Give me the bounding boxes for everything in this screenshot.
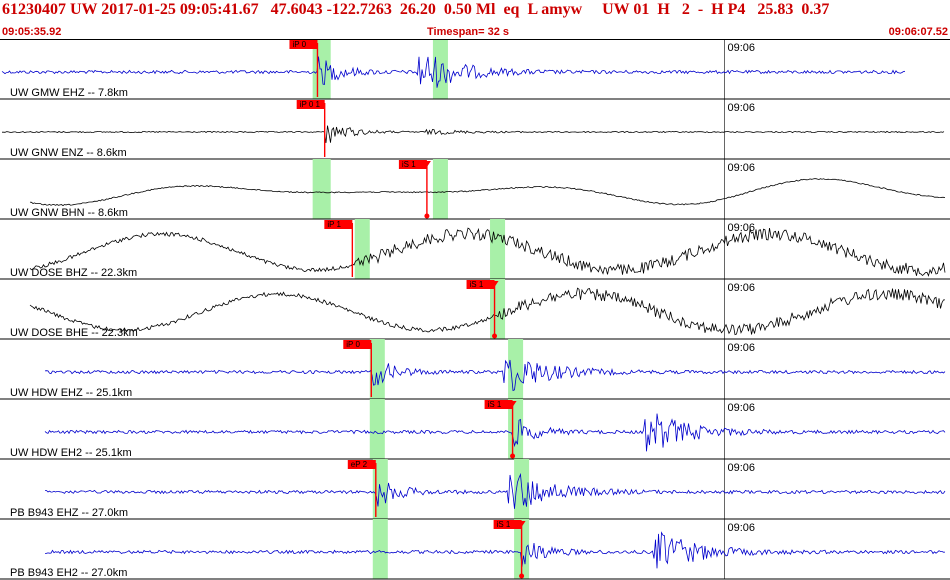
- trace-panel[interactable]: 09:06 iP 1 UW DOSE BHZ -- 22.3km: [0, 219, 950, 280]
- pick-flag[interactable]: [398, 160, 427, 169]
- pick-window: [508, 399, 524, 459]
- end-time: 09:06:07.52: [888, 26, 948, 38]
- start-time: 09:05:35.92: [2, 26, 62, 38]
- waveform-trace: [29, 178, 946, 207]
- pick-window: [354, 219, 370, 279]
- pick-label: iS 1: [470, 280, 484, 289]
- pick-window: [312, 159, 331, 219]
- pick-window: [490, 279, 506, 339]
- pick-flag[interactable]: [484, 400, 513, 409]
- timespan: Timespan= 32 s: [427, 26, 510, 38]
- pick-flag[interactable]: [343, 340, 372, 349]
- time-row: 09:05:35.92 Timespan= 32 s 09:06:07.52: [0, 26, 950, 38]
- pick-label: iP 0: [346, 340, 360, 349]
- pick-flag[interactable]: [296, 100, 325, 109]
- time-tick-label: 09:06: [728, 282, 756, 294]
- pick-label: iP 1: [327, 220, 341, 229]
- pick-arrow: [508, 401, 517, 407]
- channel-label: UW DOSE BHZ -- 22.3km: [10, 267, 137, 279]
- pick-window: [369, 339, 385, 399]
- pick-window: [369, 399, 385, 459]
- pick-flag[interactable]: [466, 280, 495, 289]
- time-tick-label: 09:06: [728, 342, 756, 354]
- waveform-trace: [29, 227, 946, 277]
- pick-flag[interactable]: [289, 40, 318, 49]
- pick-flag[interactable]: [493, 520, 522, 529]
- waveform-panels[interactable]: 09:06 iP 0 UW GMW EHZ -- 7.8km 09:06 iP 0 1 U…: [0, 39, 950, 580]
- time-tick-label: 09:06: [728, 462, 756, 474]
- pick-dot: [519, 573, 525, 579]
- event-header: 61230407 UW 2017-01-25 09:05:41.67 47.60…: [0, 0, 950, 26]
- channel-label: UW GMW EHZ -- 7.8km: [10, 87, 128, 99]
- trace-panel[interactable]: 09:06 iP 0 1 UW GNW ENZ -- 8.6km: [0, 99, 950, 160]
- time-tick-label: 09:06: [728, 42, 756, 54]
- time-tick-label: 09:06: [728, 402, 756, 414]
- time-tick-label: 09:06: [728, 102, 756, 114]
- pick-label: iS 1: [497, 520, 511, 529]
- pick-arrow: [490, 281, 499, 287]
- waveform-trace: [29, 287, 945, 336]
- channel-label: UW GNW BHN -- 8.6km: [10, 207, 128, 219]
- time-tick-label: 09:06: [728, 162, 756, 174]
- channel-label: UW GNW ENZ -- 8.6km: [10, 147, 127, 159]
- event-summary: 61230407 UW 2017-01-25 09:05:41.67 47.60…: [2, 1, 830, 18]
- pick-window: [490, 219, 506, 279]
- channel-label: UW DOSE BHE -- 22.3km: [10, 327, 138, 339]
- pick-arrow: [517, 521, 526, 527]
- trace-panel[interactable]: 09:06 iS 1 UW HDW EH2 -- 25.1km: [0, 399, 950, 460]
- trace-panel[interactable]: 09:06 iP 0 UW HDW EHZ -- 25.1km: [0, 339, 950, 400]
- trace-panel[interactable]: 09:06 iS 1 PB B943 EH2 -- 27.0km: [0, 519, 950, 580]
- pick-dot: [510, 453, 516, 459]
- pick-label: iS 1: [402, 160, 416, 169]
- pick-dot: [492, 333, 498, 339]
- waveform-trace: [45, 472, 946, 509]
- trace-panel[interactable]: 09:06 eP 2 PB B943 EHZ -- 27.0km: [0, 459, 950, 520]
- pick-label: eP 2: [351, 460, 368, 469]
- trace-panel[interactable]: 09:06 iS 1 UW DOSE BHE -- 22.3km: [0, 279, 950, 340]
- pick-flag[interactable]: [347, 460, 376, 469]
- waveform-trace: [2, 125, 945, 143]
- time-tick-label: 09:06: [728, 222, 756, 234]
- waveform-trace: [44, 413, 946, 452]
- pick-flag[interactable]: [324, 220, 353, 229]
- trace-panel[interactable]: 09:06 iP 0 UW GMW EHZ -- 7.8km: [0, 39, 950, 100]
- channel-label: UW HDW EHZ -- 25.1km: [10, 387, 132, 399]
- pick-label: iS 1: [488, 400, 502, 409]
- channel-label: PB B943 EH2 -- 27.0km: [10, 567, 127, 579]
- pick-window: [432, 39, 448, 99]
- pick-window: [372, 519, 388, 579]
- pick-window: [432, 159, 448, 219]
- channel-label: UW HDW EH2 -- 25.1km: [10, 447, 132, 459]
- waveform-trace: [1, 56, 906, 88]
- time-tick-label: 09:06: [728, 522, 756, 534]
- trace-panel[interactable]: 09:06 iS 1 UW GNW BHN -- 8.6km: [0, 159, 950, 220]
- pick-arrow: [422, 161, 431, 167]
- pick-dot: [424, 213, 430, 219]
- channel-label: PB B943 EHZ -- 27.0km: [10, 507, 128, 519]
- pick-label: iP 0 1: [300, 100, 321, 109]
- waveform-trace: [44, 359, 946, 392]
- pick-window: [508, 339, 524, 399]
- waveform-trace: [44, 531, 946, 569]
- pick-label: iP 0: [292, 40, 306, 49]
- waveform-canvas[interactable]: 09:06 iP 0 UW GMW EHZ -- 7.8km 09:06 iP 0 1 U…: [0, 39, 950, 580]
